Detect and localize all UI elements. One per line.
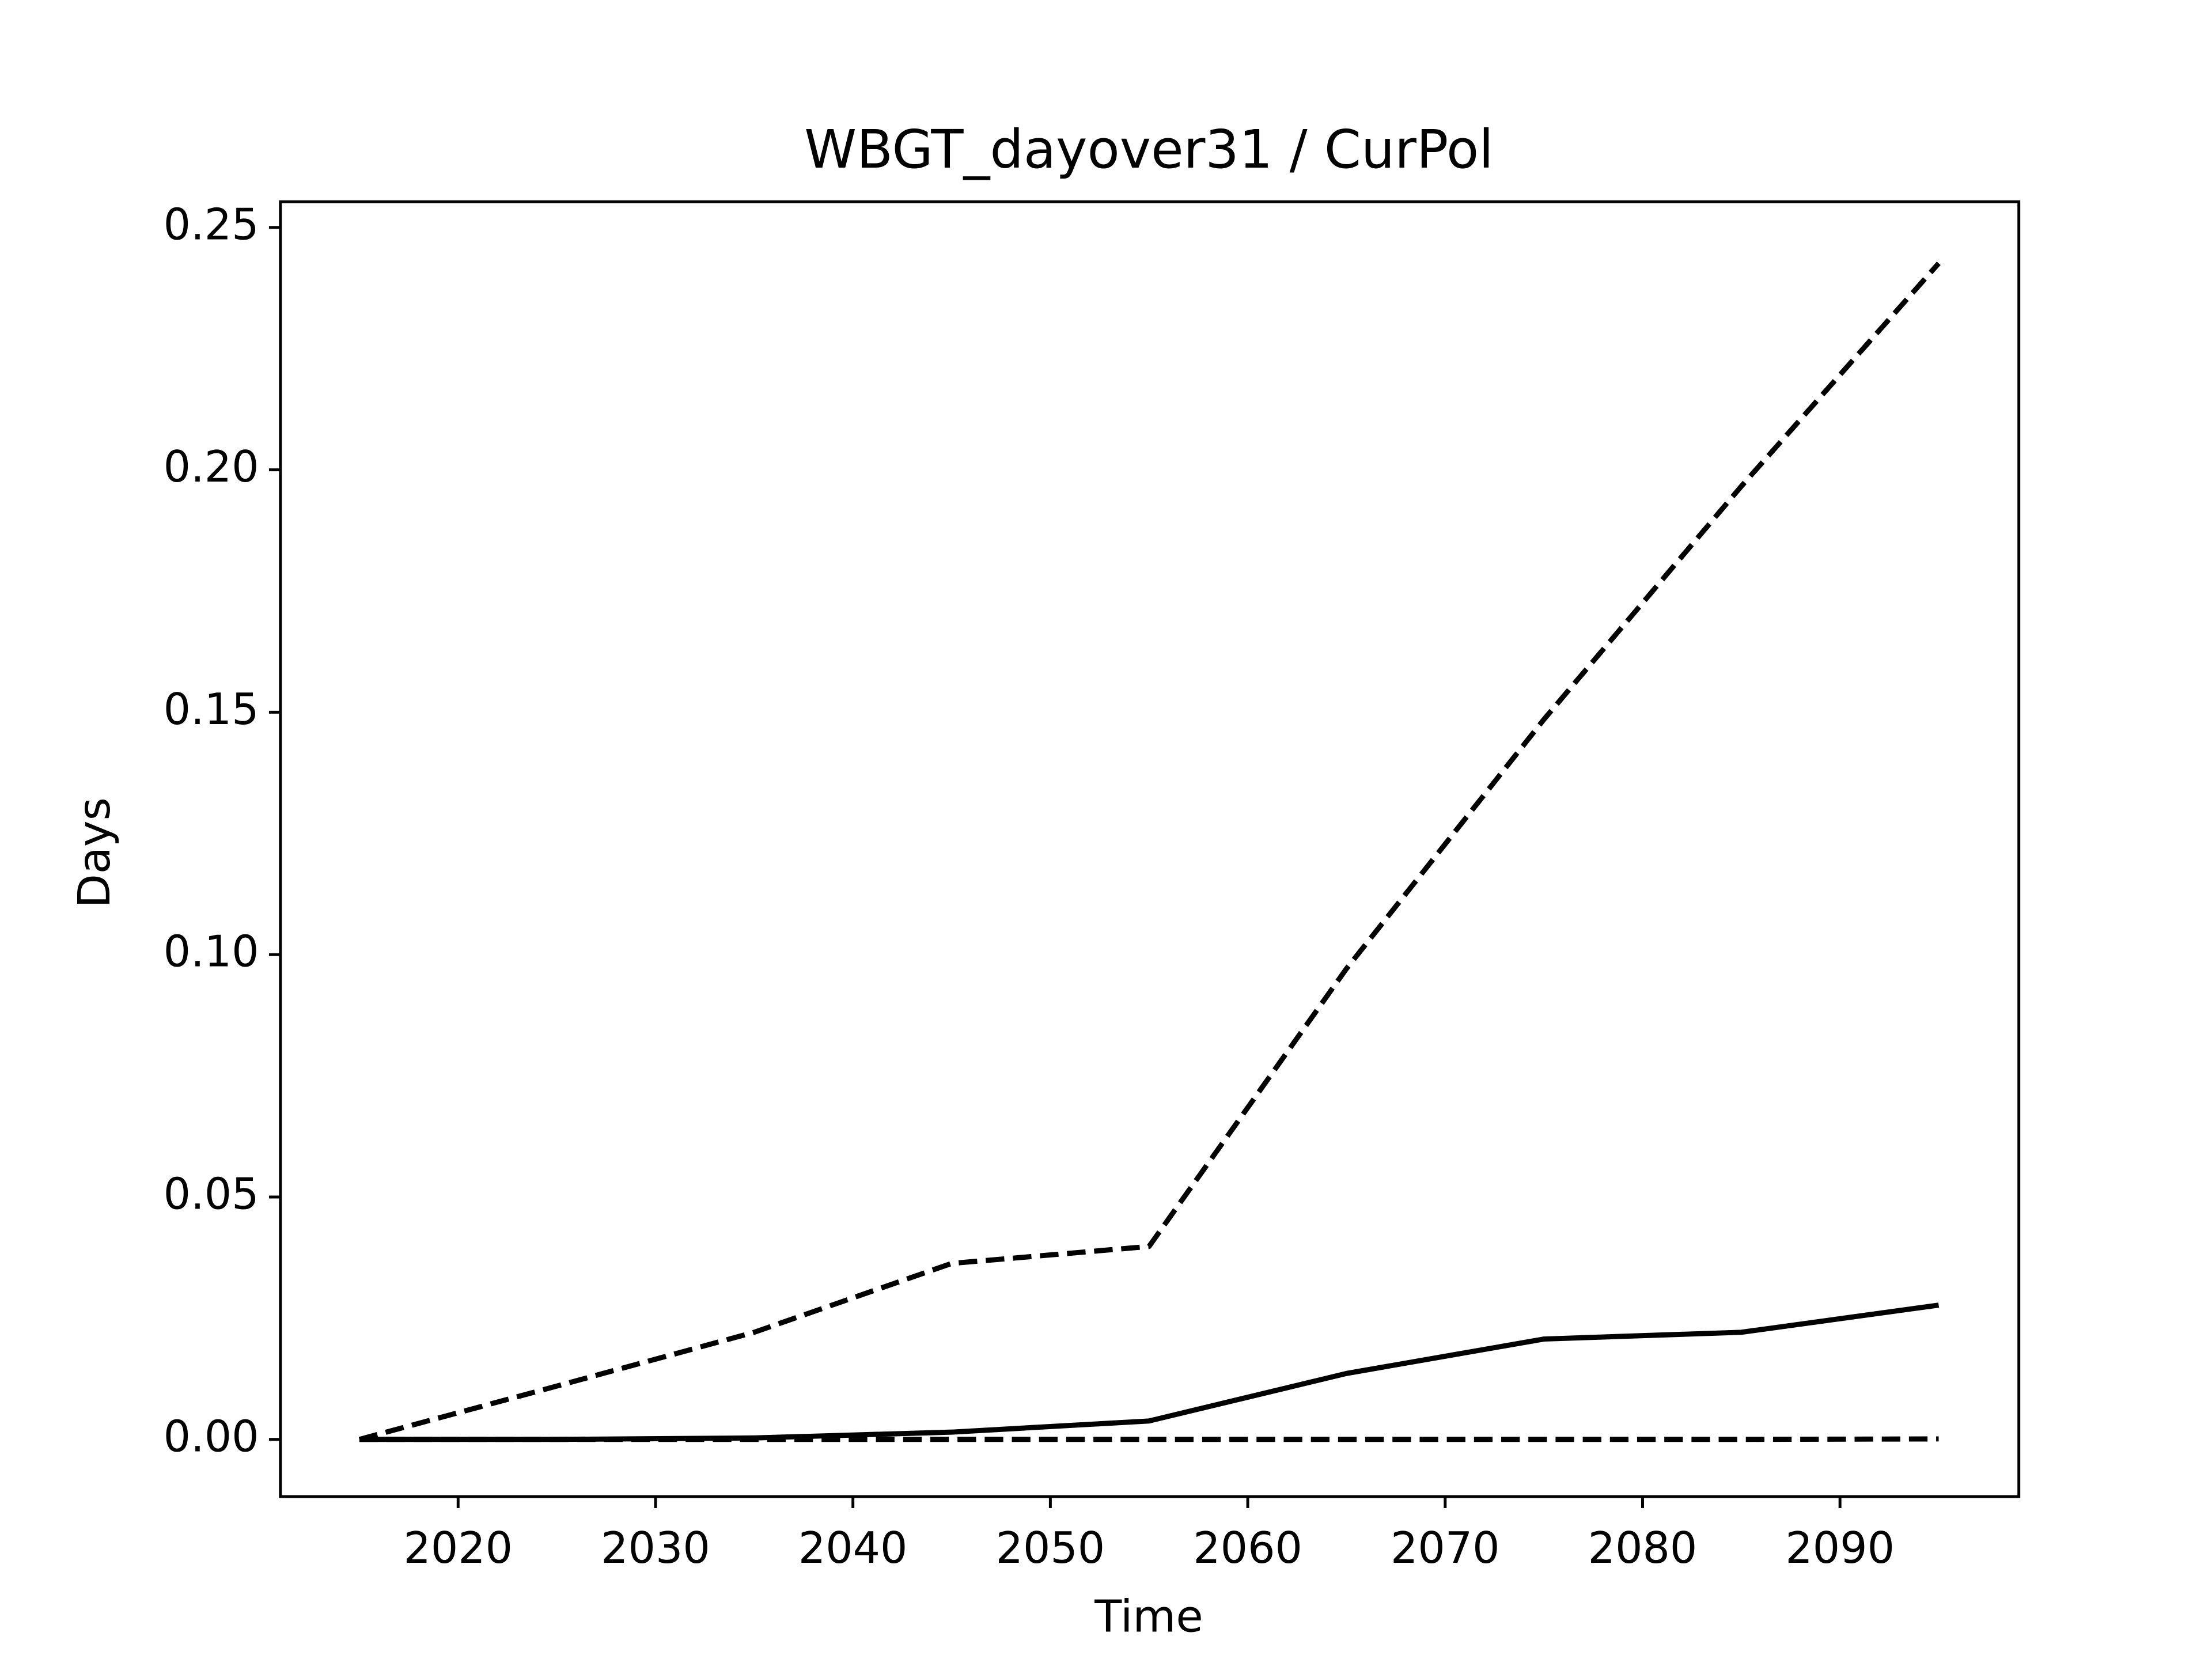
x-axis-label: Time xyxy=(1094,1592,1203,1643)
x-tick-label: 2070 xyxy=(1391,1523,1500,1573)
y-tick-label: 0.20 xyxy=(164,442,259,492)
chart-title: WBGT_dayover31 / CurPol xyxy=(804,119,1494,180)
plot-frame xyxy=(279,200,2021,1498)
y-tick-label: 0.00 xyxy=(164,1411,259,1461)
y-tick-label: 0.10 xyxy=(164,927,259,977)
x-tick-label: 2040 xyxy=(798,1523,908,1573)
x-tick-label: 2090 xyxy=(1785,1523,1895,1573)
x-tick-label: 2080 xyxy=(1588,1523,1698,1573)
y-tick-label: 0.05 xyxy=(164,1169,259,1219)
x-tick-label: 2050 xyxy=(996,1523,1105,1573)
x-tick-label: 2020 xyxy=(403,1523,513,1573)
x-tick-label: 2060 xyxy=(1193,1523,1302,1573)
y-tick-label: 0.25 xyxy=(164,199,259,249)
series-line xyxy=(359,1436,1939,1442)
series-line xyxy=(358,262,1941,1442)
y-axis-label: Days xyxy=(69,797,120,908)
y-tick-label: 0.15 xyxy=(164,684,259,734)
series-line xyxy=(359,1302,1940,1442)
x-tick-label: 2030 xyxy=(601,1523,710,1573)
